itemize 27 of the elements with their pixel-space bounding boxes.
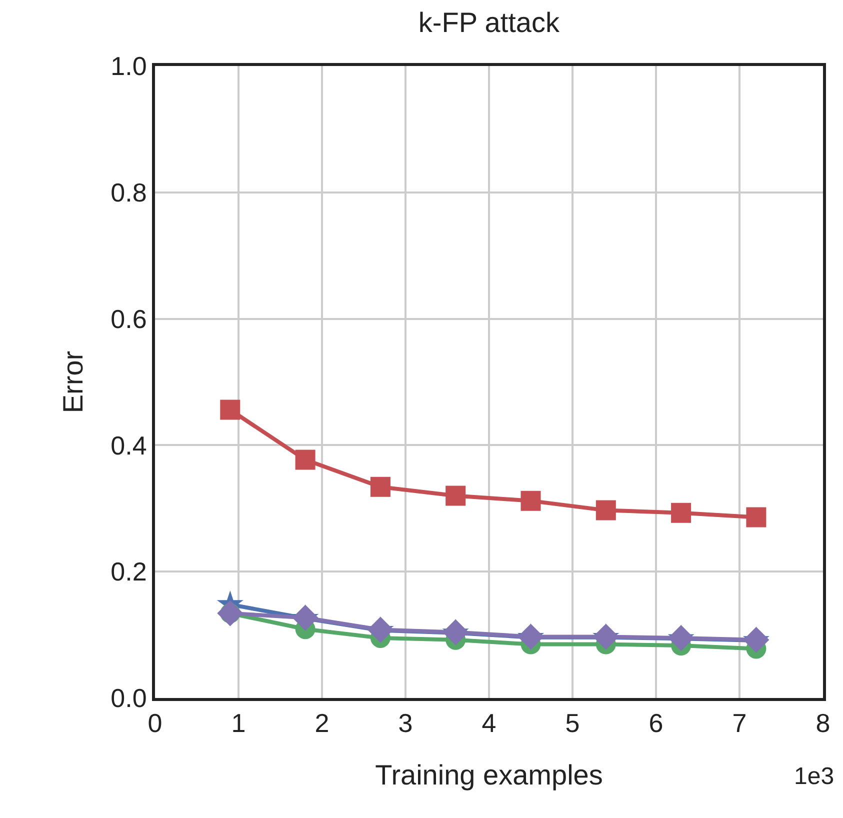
point [370, 476, 390, 497]
x-tick-label: 3 [398, 708, 413, 738]
x-tick-label: 2 [314, 708, 330, 738]
y-tick-label: 1.0 [110, 51, 147, 82]
y-tick-label: 0.6 [110, 304, 147, 334]
y-tick-label: 0.4 [110, 430, 147, 460]
x-tick-label: 4 [482, 708, 496, 738]
x-tick-label: 1 [231, 708, 246, 738]
x-tick-label: 7 [732, 708, 747, 738]
text: 1e3 [794, 763, 834, 790]
point [520, 490, 541, 511]
point [671, 502, 692, 523]
point [746, 507, 766, 528]
point [446, 486, 466, 506]
y-tick-label: 0.8 [110, 178, 147, 208]
x-tick-label: 0 [148, 708, 162, 738]
chart-title: k-FP attack [418, 6, 560, 38]
point [220, 400, 240, 420]
y-tick-label: 0.0 [110, 683, 147, 714]
point [596, 500, 616, 520]
point [295, 450, 316, 470]
x-tick-label: 5 [565, 708, 580, 738]
x-axis-title: Training examples [375, 759, 603, 790]
y-axis-title: Error [57, 350, 88, 414]
y-tick-label: 0.2 [110, 556, 147, 587]
x-tick-label: 6 [648, 708, 664, 738]
x-tick-label: 8 [816, 708, 830, 738]
